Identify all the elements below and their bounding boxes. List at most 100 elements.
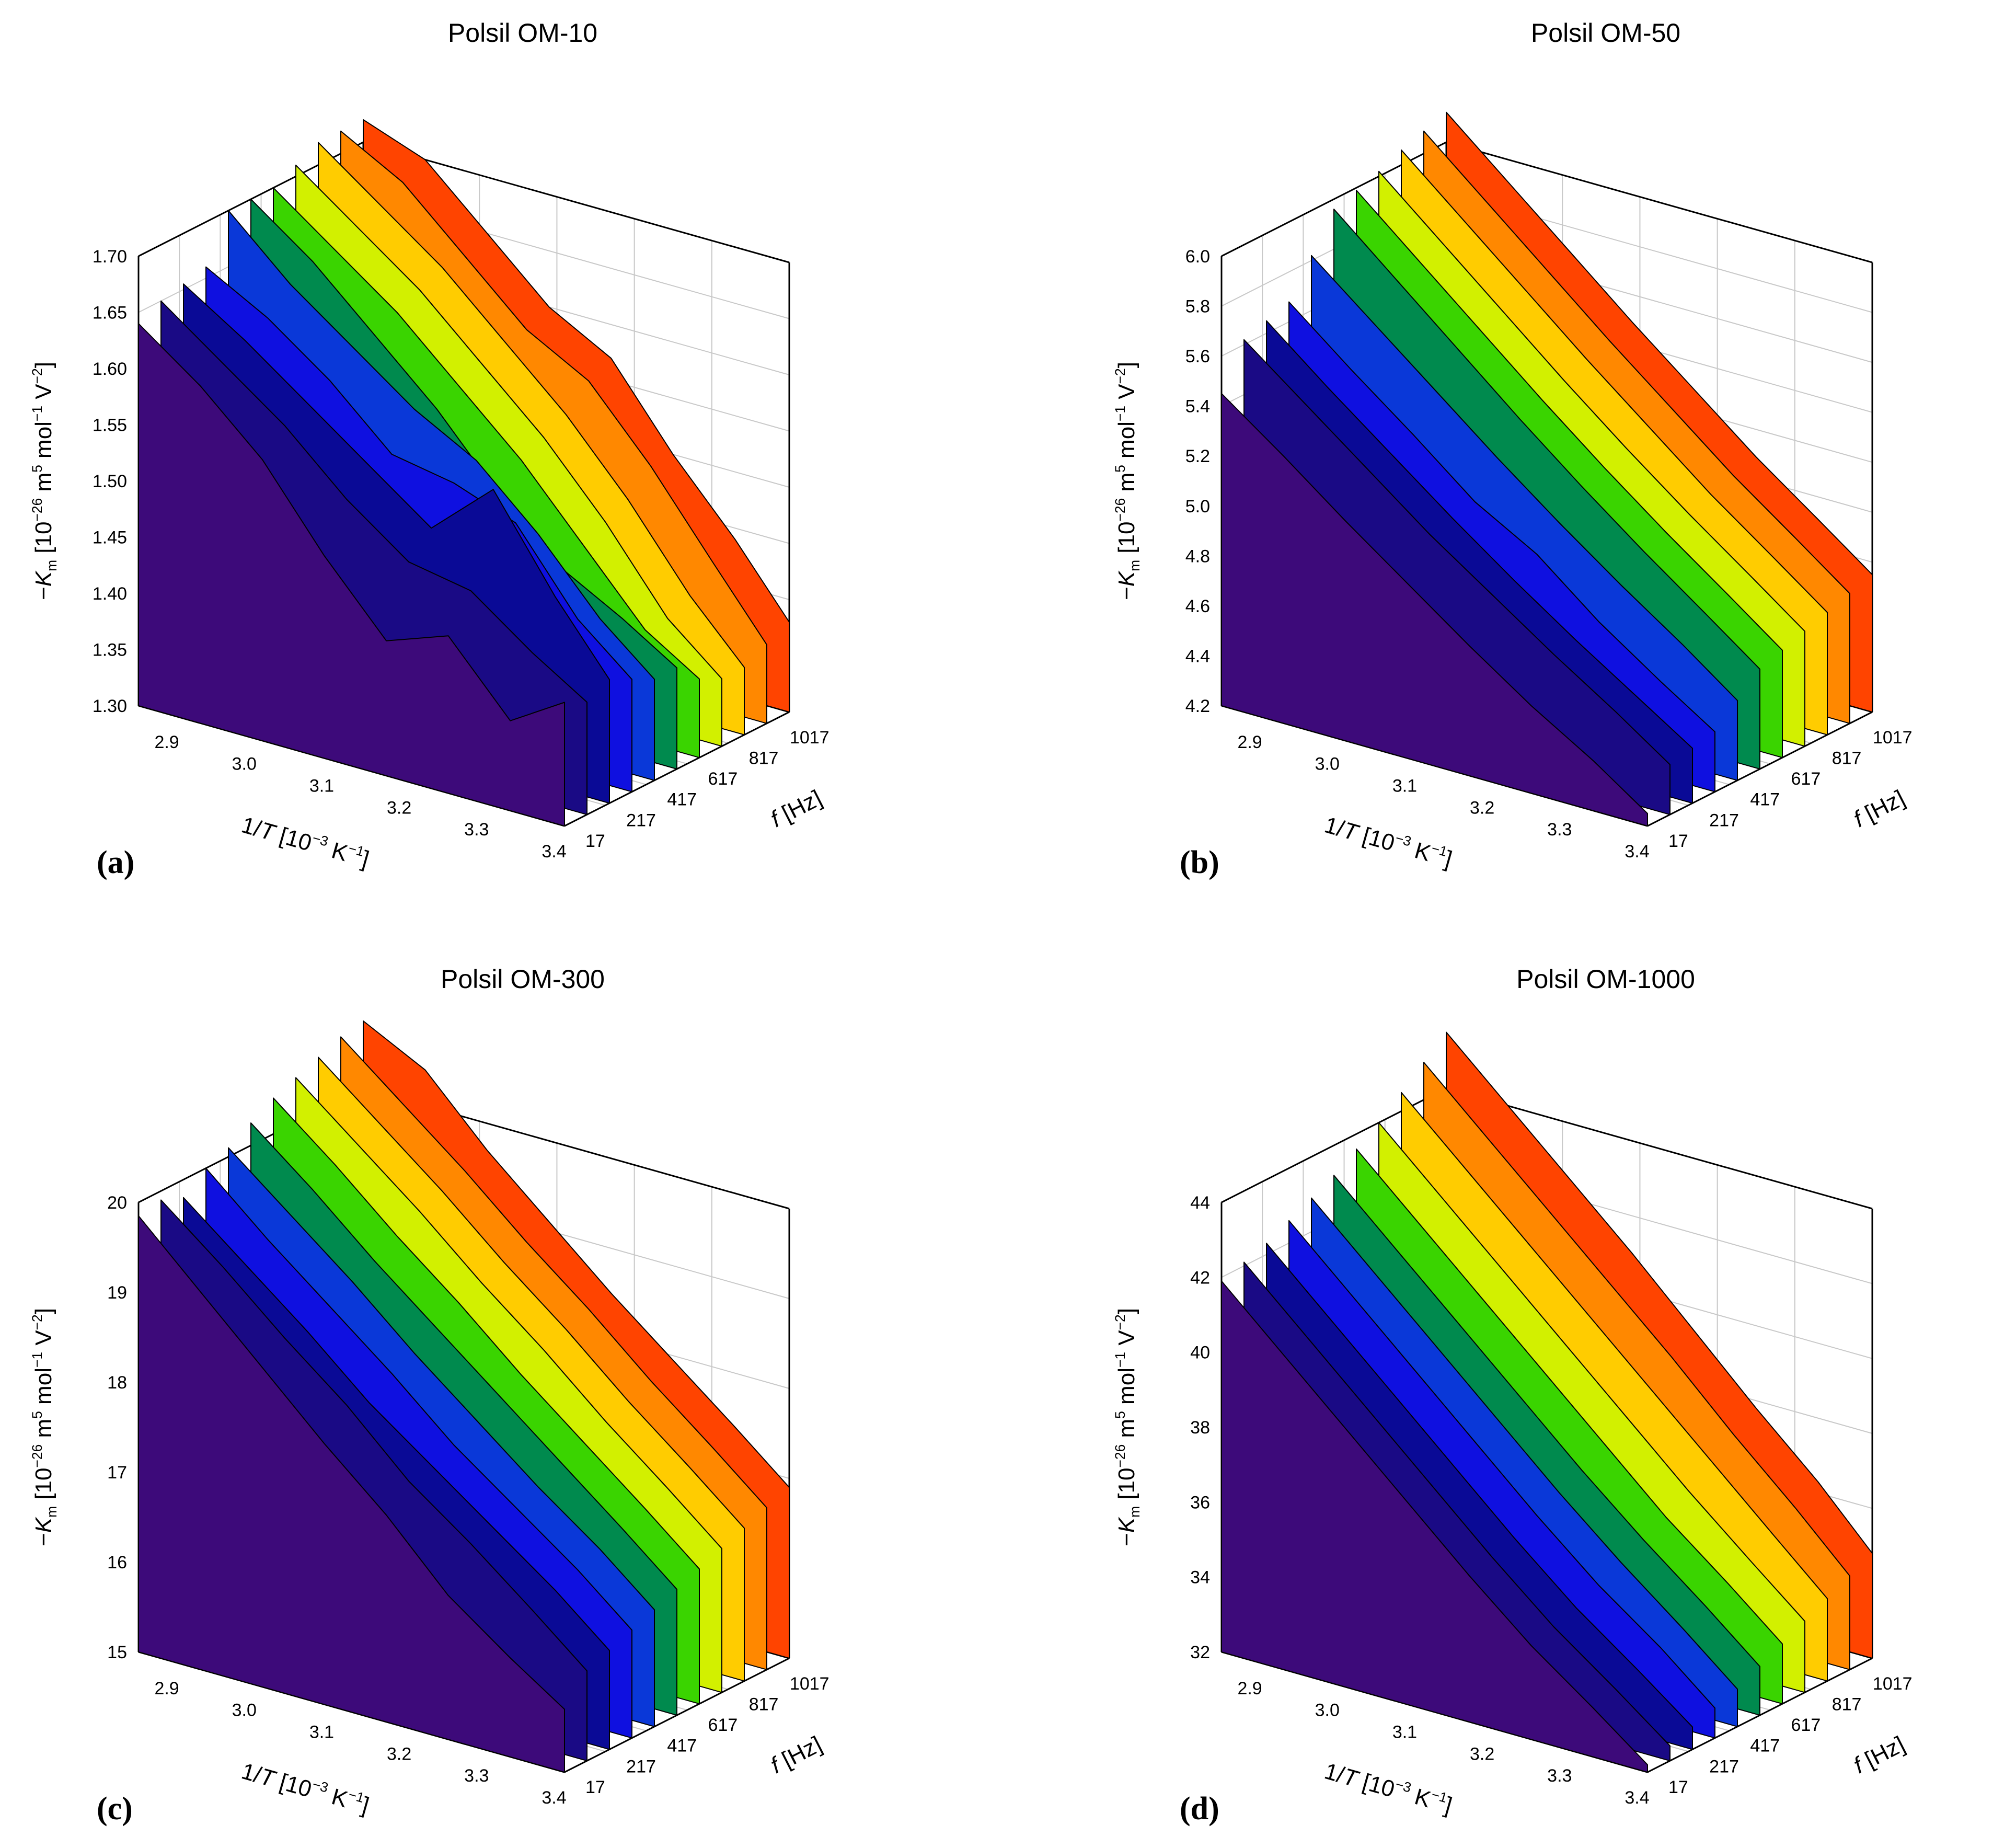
axis-label-part: m: [1114, 473, 1139, 498]
x-tick-label: 3.0: [232, 754, 257, 774]
ribbon-series-0: [138, 1215, 565, 1773]
z-tick-label: 5.2: [1185, 446, 1210, 466]
tick-labels: 32 34 36 38 40 42 44 2.9 3.0 3.1 3.2 3.3 3.4 17 217 417…: [1190, 1193, 1912, 1808]
f-axis-label: f [Hz]: [767, 785, 826, 832]
f-tick-label: 17: [1668, 831, 1688, 851]
x-tick-label: 3.1: [309, 1723, 334, 1742]
axis-label-part: −2: [29, 368, 45, 384]
axis-label-part: mol: [1114, 1368, 1139, 1411]
axis-label-part: [Hz]: [772, 785, 826, 830]
axis-label-part: −26: [1112, 498, 1128, 522]
axis-label-part: V: [31, 384, 56, 406]
f-tick-label: 617: [708, 769, 738, 789]
axis-label-part: −26: [29, 498, 45, 522]
f-tick-label: 817: [749, 748, 779, 768]
axis-label-part: 5: [29, 1411, 45, 1419]
f-tick-label: 817: [1832, 748, 1862, 768]
axis-label-part: −1: [1112, 1352, 1128, 1368]
f-tick-label: 817: [749, 1694, 779, 1714]
z-tick-label: 5.4: [1185, 397, 1210, 417]
z-axis-label: −Km​ [10−26​ m5​ mol−1​ V−2​]: [29, 1308, 60, 1546]
f-axis-label: f [Hz]: [1850, 1731, 1909, 1778]
f-tick-label: 1017: [790, 728, 830, 748]
chart-title: Polsil OM-1000: [1516, 965, 1695, 994]
z-tick-label: 18: [107, 1373, 127, 1393]
ribbon-series-0: [1221, 1280, 1648, 1773]
f-axis-label: f [Hz]: [1850, 785, 1909, 832]
axis-label-part: V: [31, 1330, 56, 1352]
axis-label-part: −26: [29, 1444, 45, 1468]
x-tick-label: 3.0: [232, 1701, 257, 1720]
x-tick-label: 3.1: [309, 776, 334, 796]
ribbons: [138, 119, 790, 827]
x-tick-label: 2.9: [154, 1679, 179, 1698]
axis-label-part: [Hz]: [1855, 1731, 1909, 1776]
axis-label-part: m: [31, 473, 56, 498]
axis-label-part: −2: [1112, 1314, 1128, 1330]
f-tick-label: 217: [1709, 810, 1739, 830]
chart-title: Polsil OM-10: [448, 18, 597, 48]
axis-label-part: ]: [31, 362, 56, 368]
tick-labels: 4.2 4.4 4.6 4.8 5.0 5.2 5.4 5.6 5.8 6.0 2.9 3.0 3.1 3…: [1185, 247, 1913, 862]
axis-label-part: ]: [1114, 1308, 1139, 1314]
axis-label-part: mol: [1114, 421, 1139, 465]
x-tick-label: 3.1: [1392, 1723, 1417, 1742]
axis-label-part: −: [1114, 587, 1139, 600]
x-tick-label: 3.3: [1547, 1766, 1572, 1786]
chart-panel-1: 4.2 4.4 4.6 4.8 5.0 5.2 5.4 5.6 5.8 6.0 2.9 3.0 3.1 3…: [1112, 18, 1913, 880]
axis-label-part: [Hz]: [772, 1731, 826, 1776]
x-tick-label: 3.0: [1315, 1701, 1340, 1720]
f-tick-label: 217: [626, 1757, 656, 1776]
x-tick-label: 3.1: [1392, 776, 1417, 796]
chart-title: Polsil OM-50: [1531, 18, 1680, 48]
f-tick-label: 617: [1791, 769, 1821, 789]
z-tick-label: 5.0: [1185, 497, 1210, 516]
axis-label-part: −2: [29, 1314, 45, 1330]
axis-frame-edge: [1446, 1087, 1873, 1210]
x-tick-label: 2.9: [1237, 1679, 1262, 1698]
axis-label-part: m: [44, 560, 60, 571]
z-axis-label: −Km​ [10−26​ m5​ mol−1​ V−2​]: [29, 362, 60, 600]
axis-label-part: V: [1114, 384, 1139, 406]
ribbons: [1221, 1031, 1873, 1773]
axis-label-part: K: [1114, 570, 1139, 587]
axis-label-part: −26: [1112, 1444, 1128, 1468]
x-tick-label: 3.4: [542, 842, 566, 862]
x-axis-label: 1/T [10−3​ K−1​]: [1322, 810, 1456, 872]
z-tick-label: 1.50: [93, 472, 127, 491]
axis-label-part: ]: [1114, 362, 1139, 368]
z-tick-label: 6.0: [1185, 247, 1210, 267]
axis-label-part: −: [1114, 1533, 1139, 1546]
z-tick-label: 5.8: [1185, 297, 1210, 317]
f-tick-label: 1017: [790, 1674, 830, 1694]
x-tick-label: 3.2: [1470, 1744, 1494, 1764]
axis-label-part: m: [1127, 560, 1143, 571]
x-tick-label: 3.4: [542, 1788, 566, 1808]
axis-frame-edge: [363, 141, 790, 263]
x-tick-label: 2.9: [1237, 732, 1262, 752]
z-tick-label: 38: [1190, 1418, 1210, 1438]
axis-frame-edge: [1446, 141, 1873, 263]
x-tick-label: 3.3: [464, 1766, 489, 1786]
x-tick-label: 3.2: [387, 1744, 411, 1764]
axis-label-part: [Hz]: [1855, 785, 1909, 830]
axis-label-part: −: [31, 1533, 56, 1546]
axis-label-part: m: [31, 1419, 56, 1444]
z-tick-label: 20: [107, 1193, 127, 1213]
f-axis-label: f [Hz]: [767, 1731, 826, 1778]
ribbon-series-0: [1221, 393, 1648, 827]
z-tick-label: 17: [107, 1463, 127, 1483]
z-tick-label: 44: [1190, 1193, 1210, 1213]
ribbons: [1221, 111, 1873, 827]
f-tick-label: 417: [1750, 790, 1780, 810]
z-tick-label: 32: [1190, 1643, 1210, 1662]
f-tick-label: 17: [585, 831, 605, 851]
x-tick-label: 3.3: [1547, 820, 1572, 840]
axis-label-part: [10: [1354, 821, 1398, 856]
panel-label: (d): [1180, 1791, 1219, 1827]
z-tick-label: 40: [1190, 1343, 1210, 1363]
chart-panel-3: 32 34 36 38 40 42 44 2.9 3.0 3.1 3.2 3.3 3.4 17 217 417…: [1112, 965, 1913, 1827]
f-tick-label: 17: [585, 1777, 605, 1797]
